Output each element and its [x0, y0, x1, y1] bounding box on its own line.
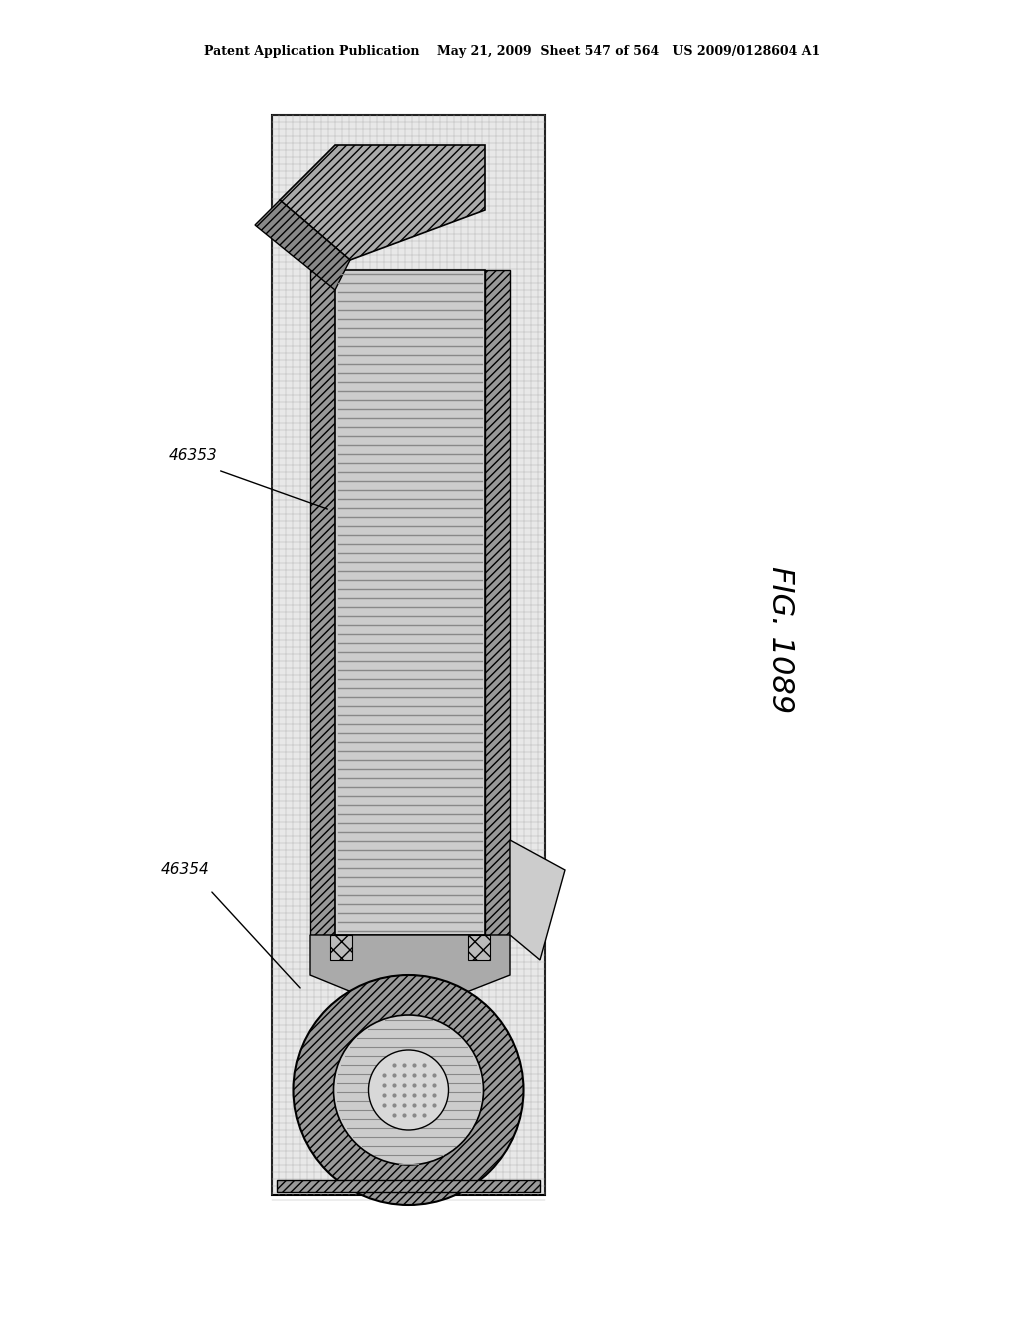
- Text: Patent Application Publication    May 21, 2009  Sheet 547 of 564   US 2009/01286: Patent Application Publication May 21, 2…: [204, 45, 820, 58]
- Polygon shape: [255, 201, 350, 290]
- Polygon shape: [280, 145, 485, 260]
- Bar: [330, 935, 352, 960]
- Bar: [310, 271, 335, 935]
- Circle shape: [294, 975, 523, 1205]
- Polygon shape: [510, 840, 565, 960]
- Bar: [468, 935, 490, 960]
- Text: 46353: 46353: [169, 447, 217, 462]
- Bar: [485, 271, 510, 935]
- Bar: [278, 1180, 540, 1192]
- Bar: [272, 115, 545, 1195]
- Circle shape: [369, 1049, 449, 1130]
- Text: FIG. 1089: FIG. 1089: [766, 566, 795, 714]
- Circle shape: [334, 1015, 483, 1166]
- Polygon shape: [310, 935, 510, 1005]
- Text: 46354: 46354: [161, 862, 209, 878]
- Bar: [335, 271, 485, 935]
